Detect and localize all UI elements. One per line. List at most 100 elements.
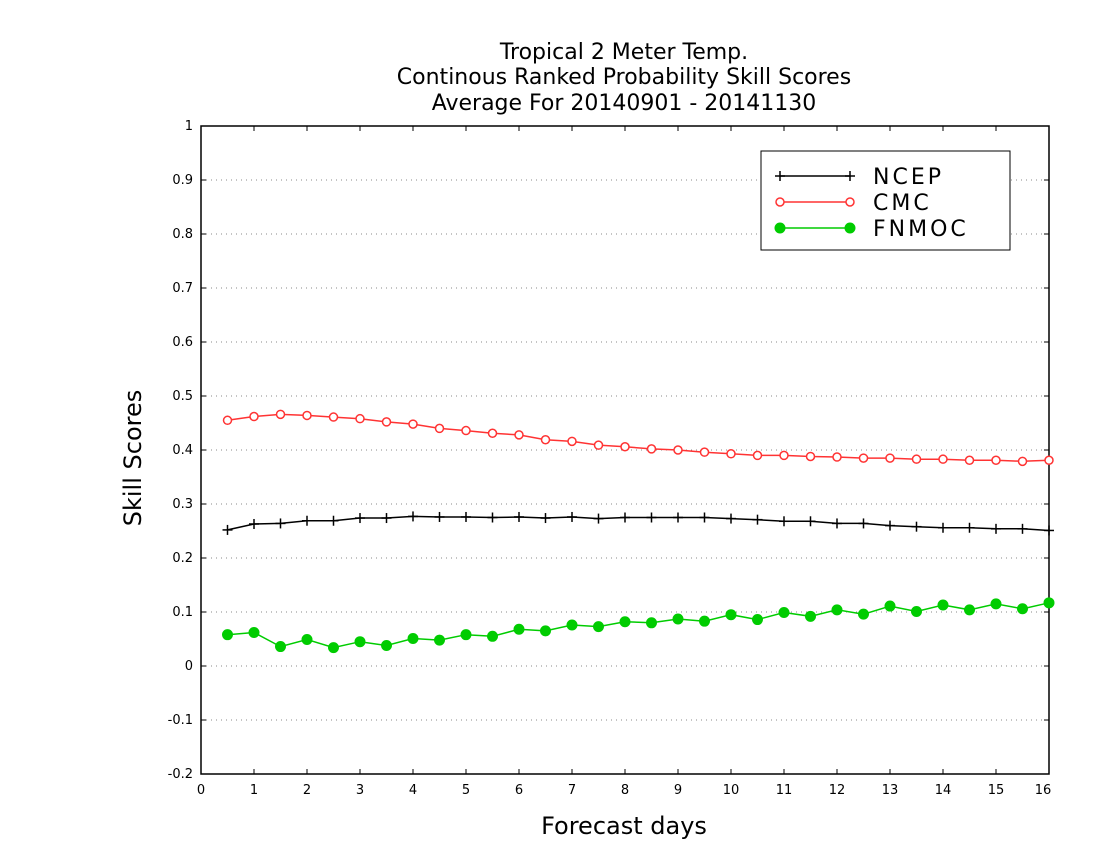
y-tick-label: -0.1 bbox=[168, 713, 193, 728]
data-point-fnmoc bbox=[487, 630, 498, 642]
data-point-ncep bbox=[911, 521, 922, 532]
data-point-ncep bbox=[699, 512, 710, 523]
data-point-ncep bbox=[249, 518, 259, 529]
x-axis-label: Forecast days bbox=[541, 812, 707, 840]
data-point-fnmoc bbox=[1043, 597, 1055, 609]
data-point-fnmoc bbox=[884, 600, 896, 612]
data-point-fnmoc bbox=[699, 615, 710, 627]
data-point-ncep bbox=[885, 520, 895, 531]
data-point-cmc bbox=[1044, 455, 1054, 466]
data-point-cmc bbox=[805, 451, 816, 462]
x-tick-label: 3 bbox=[356, 783, 364, 798]
y-tick-label: 0.6 bbox=[172, 335, 193, 350]
data-point-fnmoc bbox=[354, 636, 366, 648]
data-point-cmc bbox=[858, 453, 869, 463]
chart-title: Tropical 2 Meter Temp. Continous Ranked … bbox=[397, 40, 851, 116]
data-point-ncep bbox=[673, 512, 683, 523]
data-point-ncep bbox=[964, 522, 975, 533]
data-point-cmc bbox=[593, 440, 604, 450]
x-tick-label: 0 bbox=[197, 783, 205, 798]
data-point-fnmoc bbox=[646, 617, 657, 629]
axes: -0.2-0.100.10.20.30.40.50.60.70.80.910 1 2… bbox=[168, 119, 1052, 798]
data-point-fnmoc bbox=[911, 605, 922, 617]
data-point-cmc bbox=[275, 409, 286, 420]
data-point-ncep bbox=[1017, 523, 1028, 534]
data-point-fnmoc bbox=[381, 639, 392, 651]
x-tick-label: 6 bbox=[515, 783, 523, 798]
data-point-ncep bbox=[1044, 525, 1054, 536]
data-point-cmc bbox=[832, 452, 842, 462]
data-point-ncep bbox=[275, 518, 286, 529]
data-point-cmc bbox=[726, 449, 736, 459]
data-point-ncep bbox=[858, 518, 869, 529]
data-point-cmc bbox=[434, 423, 445, 434]
x-tick-label: 15 bbox=[988, 783, 1005, 798]
series-line-ncep bbox=[227, 515, 1050, 532]
data-point-ncep bbox=[461, 511, 471, 522]
data-point-ncep bbox=[434, 511, 445, 522]
x-tick-label: 7 bbox=[568, 783, 576, 798]
y-tick-label: 0.4 bbox=[172, 443, 193, 458]
legend-marker-fnmoc bbox=[774, 222, 786, 234]
data-point-cmc bbox=[567, 436, 577, 447]
data-point-fnmoc bbox=[513, 623, 525, 635]
legend-marker-ncep bbox=[845, 171, 855, 181]
data-point-fnmoc bbox=[672, 613, 684, 625]
data-point-fnmoc bbox=[964, 604, 975, 616]
x-tick-label: 5 bbox=[462, 783, 470, 798]
data-point-fnmoc bbox=[937, 599, 949, 611]
data-point-ncep bbox=[514, 511, 524, 522]
data-point-cmc bbox=[302, 410, 312, 421]
data-point-cmc bbox=[620, 442, 630, 452]
chart-title-line-1: Tropical 2 Meter Temp. bbox=[499, 40, 748, 65]
data-point-cmc bbox=[514, 430, 524, 440]
data-point-fnmoc bbox=[407, 632, 419, 644]
x-tick-label: 4 bbox=[409, 783, 417, 798]
data-point-cmc bbox=[540, 434, 551, 445]
data-point-cmc bbox=[1017, 456, 1028, 467]
y-tick-label: 0.3 bbox=[172, 497, 193, 512]
data-point-cmc bbox=[487, 428, 498, 439]
series-line-cmc bbox=[227, 413, 1050, 463]
data-point-fnmoc bbox=[831, 604, 843, 616]
data-point-cmc bbox=[885, 453, 895, 463]
x-tick-label: 10 bbox=[723, 783, 740, 798]
y-tick-label: 0.8 bbox=[172, 227, 193, 242]
data-point-ncep bbox=[620, 512, 630, 523]
data-point-cmc bbox=[699, 447, 710, 457]
data-point-fnmoc bbox=[248, 627, 260, 639]
data-point-fnmoc bbox=[990, 598, 1002, 610]
x-tick-label: 13 bbox=[882, 783, 899, 798]
data-point-cmc bbox=[355, 413, 365, 424]
data-point-fnmoc bbox=[540, 625, 551, 637]
data-point-cmc bbox=[381, 417, 392, 427]
y-tick-label: -0.2 bbox=[168, 767, 193, 782]
data-point-fnmoc bbox=[328, 642, 339, 654]
x-tick-label: 2 bbox=[303, 783, 311, 798]
data-point-ncep bbox=[938, 522, 948, 533]
data-point-ncep bbox=[593, 513, 604, 524]
legend-box bbox=[760, 150, 1011, 251]
y-tick-label: 0.9 bbox=[172, 173, 193, 188]
data-point-fnmoc bbox=[222, 629, 233, 641]
data-point-cmc bbox=[646, 444, 657, 454]
x-tick-label: 9 bbox=[674, 783, 682, 798]
data-point-cmc bbox=[408, 419, 418, 429]
legend-marker-cmc bbox=[775, 197, 785, 207]
data-point-ncep bbox=[408, 511, 418, 522]
data-point-ncep bbox=[991, 523, 1001, 534]
y-tick-label: 0.2 bbox=[172, 551, 193, 566]
data-point-ncep bbox=[779, 516, 789, 527]
data-point-ncep bbox=[302, 515, 312, 526]
legend-label-ncep: NCEP bbox=[873, 165, 944, 190]
data-point-ncep bbox=[487, 512, 498, 523]
data-point-cmc bbox=[991, 455, 1001, 466]
data-point-ncep bbox=[805, 516, 816, 527]
data-point-ncep bbox=[646, 512, 657, 523]
y-tick-label: 1 bbox=[185, 119, 193, 134]
data-point-fnmoc bbox=[1017, 603, 1028, 615]
y-tick-label: 0 bbox=[185, 659, 193, 674]
data-point-cmc bbox=[222, 415, 233, 426]
